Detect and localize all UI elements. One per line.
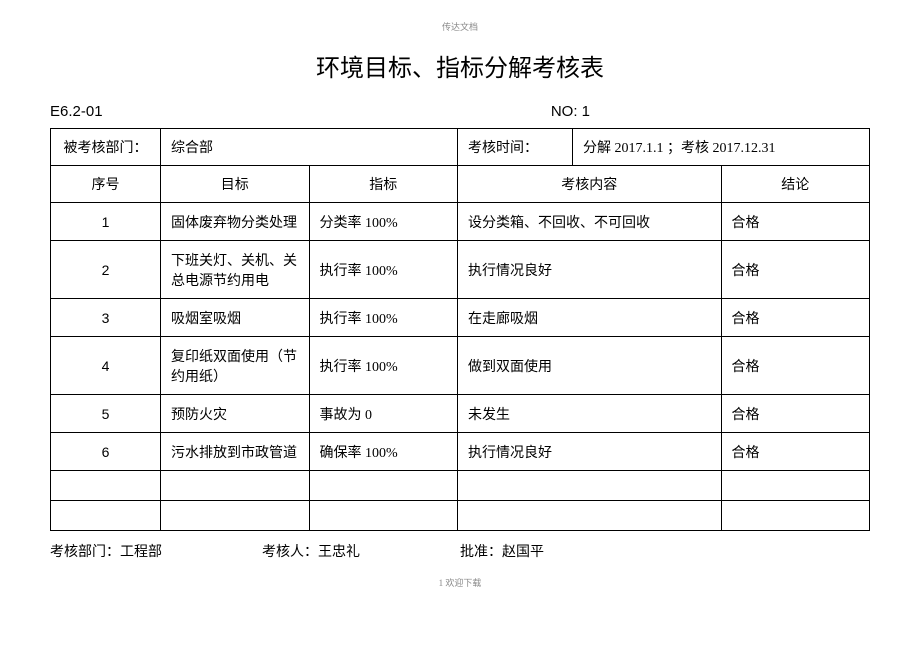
- footer-row: 考核部门：工程部 考核人：王忠礼 批准：赵国平: [50, 541, 870, 561]
- header-content: 考核内容: [458, 166, 722, 203]
- indicator-cell: 执行率 100%: [309, 241, 458, 299]
- result-cell: 合格: [721, 299, 870, 337]
- indicator-cell: 执行率 100%: [309, 337, 458, 395]
- table-row: 3 吸烟室吸烟 执行率 100% 在走廊吸烟 合格: [51, 299, 870, 337]
- time-label-cell: 考核时间：: [458, 129, 573, 166]
- seq-cell: 2: [51, 241, 161, 299]
- goal-cell: 复印纸双面使用（节约用纸）: [161, 337, 310, 395]
- content-cell: 执行情况良好: [458, 241, 722, 299]
- goal-cell: 下班关灯、关机、关总电源节约用电: [161, 241, 310, 299]
- column-header-row: 序号 目标 指标 考核内容 结论: [51, 166, 870, 203]
- table-row: 6 污水排放到市政管道 确保率 100% 执行情况良好 合格: [51, 433, 870, 471]
- result-cell: 合格: [721, 395, 870, 433]
- result-cell: 合格: [721, 433, 870, 471]
- footer-approve: 批准：赵国平: [460, 541, 544, 561]
- content-cell: 在走廊吸烟: [458, 299, 722, 337]
- seq-cell: 4: [51, 337, 161, 395]
- seq-cell: 6: [51, 433, 161, 471]
- header-result: 结论: [721, 166, 870, 203]
- table-row: 2 下班关灯、关机、关总电源节约用电 执行率 100% 执行情况良好 合格: [51, 241, 870, 299]
- form-code: E6.2-01: [50, 103, 103, 120]
- content-cell: 执行情况良好: [458, 433, 722, 471]
- seq-cell: 3: [51, 299, 161, 337]
- goal-cell: 污水排放到市政管道: [161, 433, 310, 471]
- footer-dept: 考核部门：工程部: [50, 541, 162, 561]
- seq-cell: 5: [51, 395, 161, 433]
- table-row: 4 复印纸双面使用（节约用纸） 执行率 100% 做到双面使用 合格: [51, 337, 870, 395]
- info-row: 被考核部门： 综合部 考核时间： 分解 2017.1.1 ；考核 2017.12…: [51, 129, 870, 166]
- empty-row-1: [51, 471, 870, 501]
- dept-label-cell: 被考核部门：: [51, 129, 161, 166]
- empty-row-2: [51, 501, 870, 531]
- assessment-table: 被考核部门： 综合部 考核时间： 分解 2017.1.1 ；考核 2017.12…: [50, 128, 870, 531]
- result-cell: 合格: [721, 337, 870, 395]
- meta-row: E6.2-01 NO: 1: [50, 103, 870, 120]
- page-footer-text: 1 欢迎下载: [50, 576, 870, 589]
- indicator-cell: 确保率 100%: [309, 433, 458, 471]
- result-cell: 合格: [721, 241, 870, 299]
- dept-value-cell: 综合部: [161, 129, 458, 166]
- content-cell: 未发生: [458, 395, 722, 433]
- header-seq: 序号: [51, 166, 161, 203]
- document-title: 环境目标、指标分解考核表: [50, 48, 870, 83]
- seq-cell: 1: [51, 203, 161, 241]
- page-header-text: 传达文档: [50, 20, 870, 33]
- header-indicator: 指标: [309, 166, 458, 203]
- goal-cell: 固体废弃物分类处理: [161, 203, 310, 241]
- content-cell: 做到双面使用: [458, 337, 722, 395]
- header-goal: 目标: [161, 166, 310, 203]
- content-cell: 设分类箱、不回收、不可回收: [458, 203, 722, 241]
- indicator-cell: 执行率 100%: [309, 299, 458, 337]
- form-number: NO: 1: [551, 103, 870, 120]
- table-row: 5 预防火灾 事故为 0 未发生 合格: [51, 395, 870, 433]
- goal-cell: 吸烟室吸烟: [161, 299, 310, 337]
- indicator-cell: 分类率 100%: [309, 203, 458, 241]
- table-row: 1 固体废弃物分类处理 分类率 100% 设分类箱、不回收、不可回收 合格: [51, 203, 870, 241]
- goal-cell: 预防火灾: [161, 395, 310, 433]
- result-cell: 合格: [721, 203, 870, 241]
- indicator-cell: 事故为 0: [309, 395, 458, 433]
- time-value-cell: 分解 2017.1.1 ；考核 2017.12.31: [573, 129, 870, 166]
- footer-person: 考核人：王忠礼: [262, 541, 360, 561]
